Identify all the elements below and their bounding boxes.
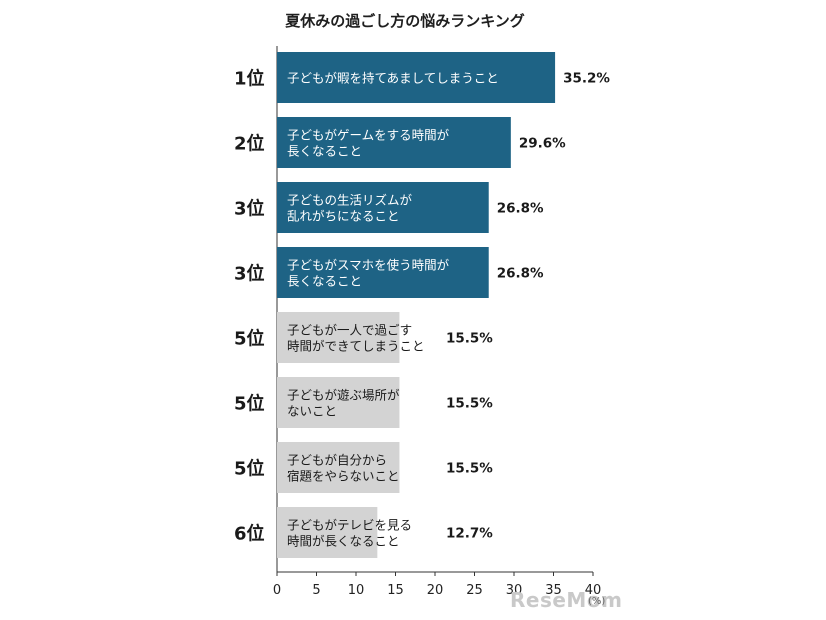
bar bbox=[277, 52, 556, 103]
rank-label: 6位 bbox=[234, 523, 265, 545]
value-label: 15.5% bbox=[446, 396, 493, 412]
rank-label: 1位 bbox=[234, 68, 265, 90]
category-label: 子どもが暇を持てあましてしまうこと bbox=[287, 71, 499, 86]
x-tick-label: 30 bbox=[506, 583, 523, 598]
chart-title: 夏休みの過ごし方の悩みランキング bbox=[285, 12, 525, 30]
bar bbox=[277, 507, 378, 558]
bar bbox=[277, 117, 511, 168]
rank-label: 2位 bbox=[234, 133, 265, 155]
category-label: 子どもが一人で過ごす bbox=[287, 323, 412, 338]
category-label: 時間ができてしまうこと bbox=[287, 339, 425, 354]
value-label: 26.8% bbox=[497, 201, 544, 217]
bar bbox=[277, 377, 400, 428]
x-tick-label: 0 bbox=[273, 583, 281, 598]
value-label: 26.8% bbox=[497, 266, 544, 282]
category-label: ないこと bbox=[287, 404, 337, 419]
category-label: 宿題をやらないこと bbox=[287, 469, 400, 484]
value-label: 15.5% bbox=[446, 461, 493, 477]
bar bbox=[277, 442, 400, 493]
category-label: 乱れがちになること bbox=[287, 209, 400, 224]
axis-unit-label: (%) bbox=[588, 596, 606, 607]
category-label: 時間が長くなること bbox=[287, 534, 400, 549]
rank-label: 3位 bbox=[234, 263, 265, 285]
x-tick-label: 5 bbox=[312, 583, 320, 598]
bar bbox=[277, 247, 489, 298]
category-label: 長くなること bbox=[287, 274, 362, 289]
category-label: 子どもがテレビを見る bbox=[287, 518, 412, 533]
bar bbox=[277, 182, 489, 233]
bar bbox=[277, 312, 400, 363]
x-tick-label: 10 bbox=[348, 583, 365, 598]
category-label: 子どもが遊ぶ場所が bbox=[287, 388, 400, 403]
x-tick-label: 40 bbox=[585, 583, 602, 598]
value-label: 12.7% bbox=[446, 526, 493, 542]
rank-label: 5位 bbox=[234, 458, 265, 480]
rank-label: 5位 bbox=[234, 328, 265, 350]
rank-label: 3位 bbox=[234, 198, 265, 220]
category-label: 長くなること bbox=[287, 144, 362, 159]
x-tick-label: 20 bbox=[427, 583, 444, 598]
x-tick-label: 15 bbox=[387, 583, 404, 598]
resemom-watermark: ReseMom bbox=[510, 588, 623, 612]
value-label: 15.5% bbox=[446, 331, 493, 347]
category-label: 子どもがスマホを使う時間が bbox=[287, 258, 450, 273]
value-label: 35.2% bbox=[563, 71, 610, 87]
category-label: 子どもの生活リズムが bbox=[287, 193, 413, 208]
rank-label: 5位 bbox=[234, 393, 265, 415]
category-label: 子どもがゲームをする時間が bbox=[287, 128, 450, 143]
value-label: 29.6% bbox=[519, 136, 566, 152]
x-tick-label: 35 bbox=[545, 583, 562, 598]
category-label: 子どもが自分から bbox=[287, 453, 387, 468]
x-tick-label: 25 bbox=[466, 583, 483, 598]
